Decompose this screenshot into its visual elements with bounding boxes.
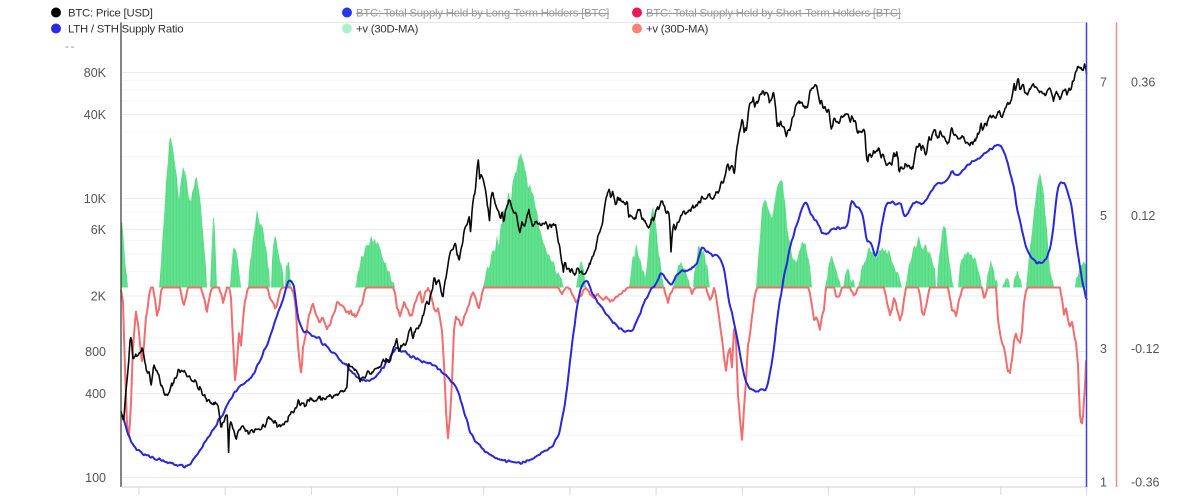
- svg-text:80K: 80K: [84, 66, 107, 80]
- svg-text:0.36: 0.36: [1131, 76, 1155, 90]
- svg-text:5: 5: [1100, 209, 1107, 223]
- svg-text:+v (30D-MA): +v (30D-MA): [646, 24, 709, 36]
- svg-text:6K: 6K: [91, 223, 107, 237]
- svg-text:400: 400: [85, 387, 106, 401]
- svg-text:800: 800: [85, 345, 106, 359]
- svg-text:40K: 40K: [84, 108, 107, 122]
- svg-text:100: 100: [85, 471, 106, 485]
- svg-text:10K: 10K: [84, 192, 107, 206]
- svg-text:BTC: Price [USD]: BTC: Price [USD]: [68, 8, 153, 20]
- svg-text:BTC: Total Supply Held by Long: BTC: Total Supply Held by Long-Term Hold…: [356, 8, 609, 20]
- svg-text:-0.36: -0.36: [1131, 475, 1160, 489]
- svg-text:1: 1: [1100, 475, 1107, 489]
- svg-text:--: --: [65, 41, 76, 53]
- svg-text:+v (30D-MA): +v (30D-MA): [356, 24, 419, 36]
- svg-text:0.12: 0.12: [1131, 209, 1155, 223]
- svg-text:7: 7: [1100, 76, 1107, 90]
- svg-text:3: 3: [1100, 342, 1107, 356]
- svg-text:-0.12: -0.12: [1131, 342, 1160, 356]
- svg-text:LTH / STH Supply Ratio: LTH / STH Supply Ratio: [68, 24, 183, 36]
- svg-text:BTC: Total Supply Held by Shor: BTC: Total Supply Held by Short-Term Hol…: [646, 8, 901, 20]
- svg-text:2K: 2K: [91, 290, 107, 304]
